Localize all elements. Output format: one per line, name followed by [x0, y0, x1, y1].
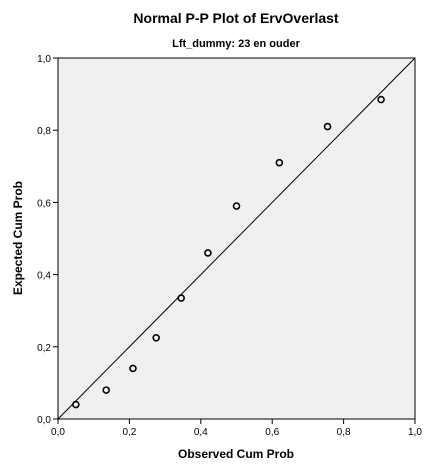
- data-point: [152, 333, 160, 342]
- data-point: [102, 386, 110, 394]
- data-point: [232, 202, 241, 210]
- data-point: [129, 364, 137, 373]
- x-axis-label: Observed Cum Prob: [178, 447, 294, 461]
- data-points: [72, 95, 385, 409]
- data-point: [377, 95, 385, 104]
- y-tick-label: 0,8: [37, 126, 51, 137]
- y-tick-label: 0,6: [37, 198, 51, 209]
- y-tick-label: 0,0: [37, 415, 51, 426]
- x-tick-label: 0,6: [265, 427, 279, 438]
- x-tick-label: 0,8: [337, 427, 351, 438]
- tick-labels: 0,0 0,2 0,4 0,6 0,8 1,0 0,0 0,2 0,4 0,6 0,8 1,0: [37, 54, 422, 438]
- y-axis-label: Expected Cum Prob: [11, 181, 25, 295]
- reference-line: [57, 57, 416, 420]
- chart-title: Normal P-P Plot of ErvOverlast: [133, 10, 338, 26]
- data-point: [204, 249, 212, 257]
- data-point: [275, 158, 284, 167]
- y-tick-label: 0,2: [37, 343, 51, 354]
- chart-subtitle: Lft_dummy: 23 en ouder: [172, 38, 300, 50]
- x-tick-label: 0,4: [194, 427, 208, 438]
- data-point: [323, 122, 332, 131]
- axis-ticks: [53, 57, 416, 424]
- x-tick-label: 0,2: [122, 427, 136, 438]
- x-tick-label: 1,0: [408, 427, 422, 438]
- x-tick-label: 0,0: [51, 427, 65, 438]
- data-point: [177, 294, 185, 302]
- data-point: [72, 400, 80, 409]
- y-tick-label: 1,0: [37, 54, 51, 65]
- y-tick-label: 0,4: [37, 271, 51, 282]
